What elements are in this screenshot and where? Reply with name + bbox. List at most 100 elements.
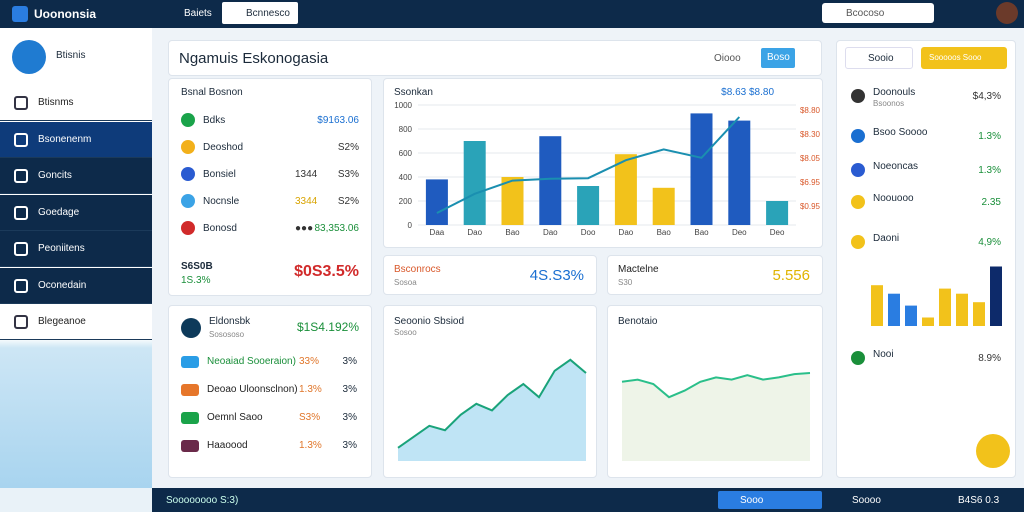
kpi-sub: Sosoa (394, 278, 417, 287)
row-icon (181, 140, 195, 154)
y-tick-label: 400 (399, 173, 413, 182)
row-name: Daoni (873, 233, 900, 244)
area-title: Seoonio Sbsiod (394, 316, 465, 327)
nav-item[interactable]: Oconedain (0, 267, 152, 304)
footer-sub: 1S.3% (181, 275, 211, 286)
nav-item[interactable]: Peoniitens (0, 231, 152, 267)
row-icon (181, 167, 195, 181)
bar (922, 317, 934, 326)
x-tick-label: Deo (732, 228, 747, 237)
x-tick-label: Bao (657, 228, 672, 237)
bottombar: Soooooooo S:3) Sooo Soooo B4S6 0.3 (0, 488, 1024, 512)
list-sub: Sosososo (209, 330, 245, 339)
list-icon (181, 318, 201, 338)
nav-icon (14, 242, 28, 256)
kpi-title: Bsconrocs (394, 264, 441, 275)
line (436, 116, 741, 214)
row-name: Noouooo (873, 193, 914, 204)
nav-label: Peoniitens (38, 243, 85, 254)
nav-item[interactable]: Bsonenenm (0, 121, 152, 158)
bottom-user: Soooo (852, 495, 881, 506)
area-fill (398, 359, 586, 461)
row-icon (181, 356, 199, 368)
fab[interactable] (976, 434, 1010, 468)
area-card: Seoonio SbsiodSosooSoooaao oooooo (383, 305, 597, 478)
search-text: Bcocoso (846, 8, 885, 19)
y-tick-label: 200 (399, 197, 413, 206)
row-name: Noeoncas (873, 161, 919, 172)
y-tick-label: 600 (399, 149, 413, 158)
row-name: Bdks (203, 115, 226, 126)
row-mid: ●●● (295, 223, 314, 234)
bar (973, 302, 985, 326)
nav-item[interactable]: Goncits (0, 158, 152, 194)
sidebar-header: Btisnis (56, 50, 86, 61)
y-tick-label: 0 (408, 221, 413, 230)
list-title: Eldonsbk (209, 316, 251, 327)
row-value: 1.3% (978, 165, 1001, 176)
row-mid: 1.3% (299, 384, 322, 395)
row-icon (851, 163, 865, 177)
row-value: 4,9% (978, 237, 1001, 248)
row-value: $9163.06 (317, 115, 359, 126)
bar (501, 177, 524, 225)
tab-label: Bcnnesco (246, 8, 290, 19)
tab[interactable]: Baiets (184, 8, 212, 19)
y-tick-label: 1000 (394, 101, 412, 110)
kpi-sub: S30 (618, 278, 633, 287)
kpi-card: Bsconrocs Sosoa 4S.S3% (383, 255, 597, 295)
row-value: 1.3% (978, 131, 1001, 142)
bar-chart-card: Ssonkan $8.63 $8.80 0 200 400 600 800 1000 $8.80… (383, 78, 823, 248)
nav-icon (14, 132, 28, 147)
area-line (621, 372, 811, 399)
bottom-icons (0, 488, 152, 512)
row-name: Deoao Uloonsclnon) (207, 384, 298, 395)
row-mid: 3344 (295, 196, 318, 207)
bar (990, 266, 1002, 326)
main-header: Ngamuis Eskonogasia Oiooo Boso (168, 40, 822, 76)
bar (766, 201, 789, 225)
nav-item[interactable]: Blegeanoe (0, 304, 152, 340)
row-sub: Bsoonos (873, 99, 905, 108)
row-icon (181, 384, 199, 396)
bar (939, 288, 951, 326)
legend: $8.63 $8.80 (721, 87, 774, 98)
bottom-tab[interactable]: Sooo (718, 491, 822, 509)
summary-card: Bsnal Bosnon Bdks $9163.06 Deoshod S2% Bonsie… (168, 78, 372, 296)
right-panel: Sooio Sooooos Sooo Doonouls Bsoonos $4,3% Bso… (836, 40, 1016, 478)
y2-label: $8.80 (800, 106, 821, 115)
nav-item[interactable]: Goedage (0, 194, 152, 231)
x-tick-label: Bao (694, 228, 709, 237)
header-button[interactable]: Boso (761, 48, 795, 68)
area-fill (622, 373, 810, 461)
row-mid: 1.3% (299, 440, 322, 451)
tab-active[interactable]: Bcnnesco (222, 2, 298, 24)
row-value: S2% (337, 196, 359, 207)
row-name: Bsoo Soooo (873, 127, 928, 138)
row-value: 3% (342, 412, 357, 423)
row-value: 3% (342, 356, 357, 367)
nav-icon (14, 169, 28, 183)
row-value: 2.35 (981, 197, 1001, 208)
search[interactable]: Bcocoso (822, 3, 934, 23)
area-line (397, 358, 587, 449)
bar (888, 293, 900, 326)
sidebar-icon (12, 40, 46, 74)
x-tick-label: Doo (581, 228, 596, 237)
topbar: Uoononsia Baiets Bcnnesco Bcocoso (0, 0, 1024, 28)
row-name: Bonsiel (203, 169, 236, 180)
bar (539, 136, 562, 225)
row-icon (851, 89, 865, 103)
bar (905, 305, 917, 326)
filter[interactable]: Oiooo (714, 53, 741, 64)
sidebar: Btisnis Btisnms Bsonenenm Goncits Goedage Pe… (0, 28, 152, 488)
bar (425, 179, 448, 225)
nav-label: Oconedain (38, 279, 87, 291)
row-mid: 1344 (295, 169, 318, 180)
y-tick-label: 800 (399, 125, 413, 134)
avatar[interactable] (996, 2, 1018, 24)
row-name: Oemnl Saoo (207, 412, 263, 423)
nav-item[interactable]: Btisnms (0, 85, 152, 121)
chart (397, 358, 587, 461)
nav-icon (14, 96, 28, 110)
